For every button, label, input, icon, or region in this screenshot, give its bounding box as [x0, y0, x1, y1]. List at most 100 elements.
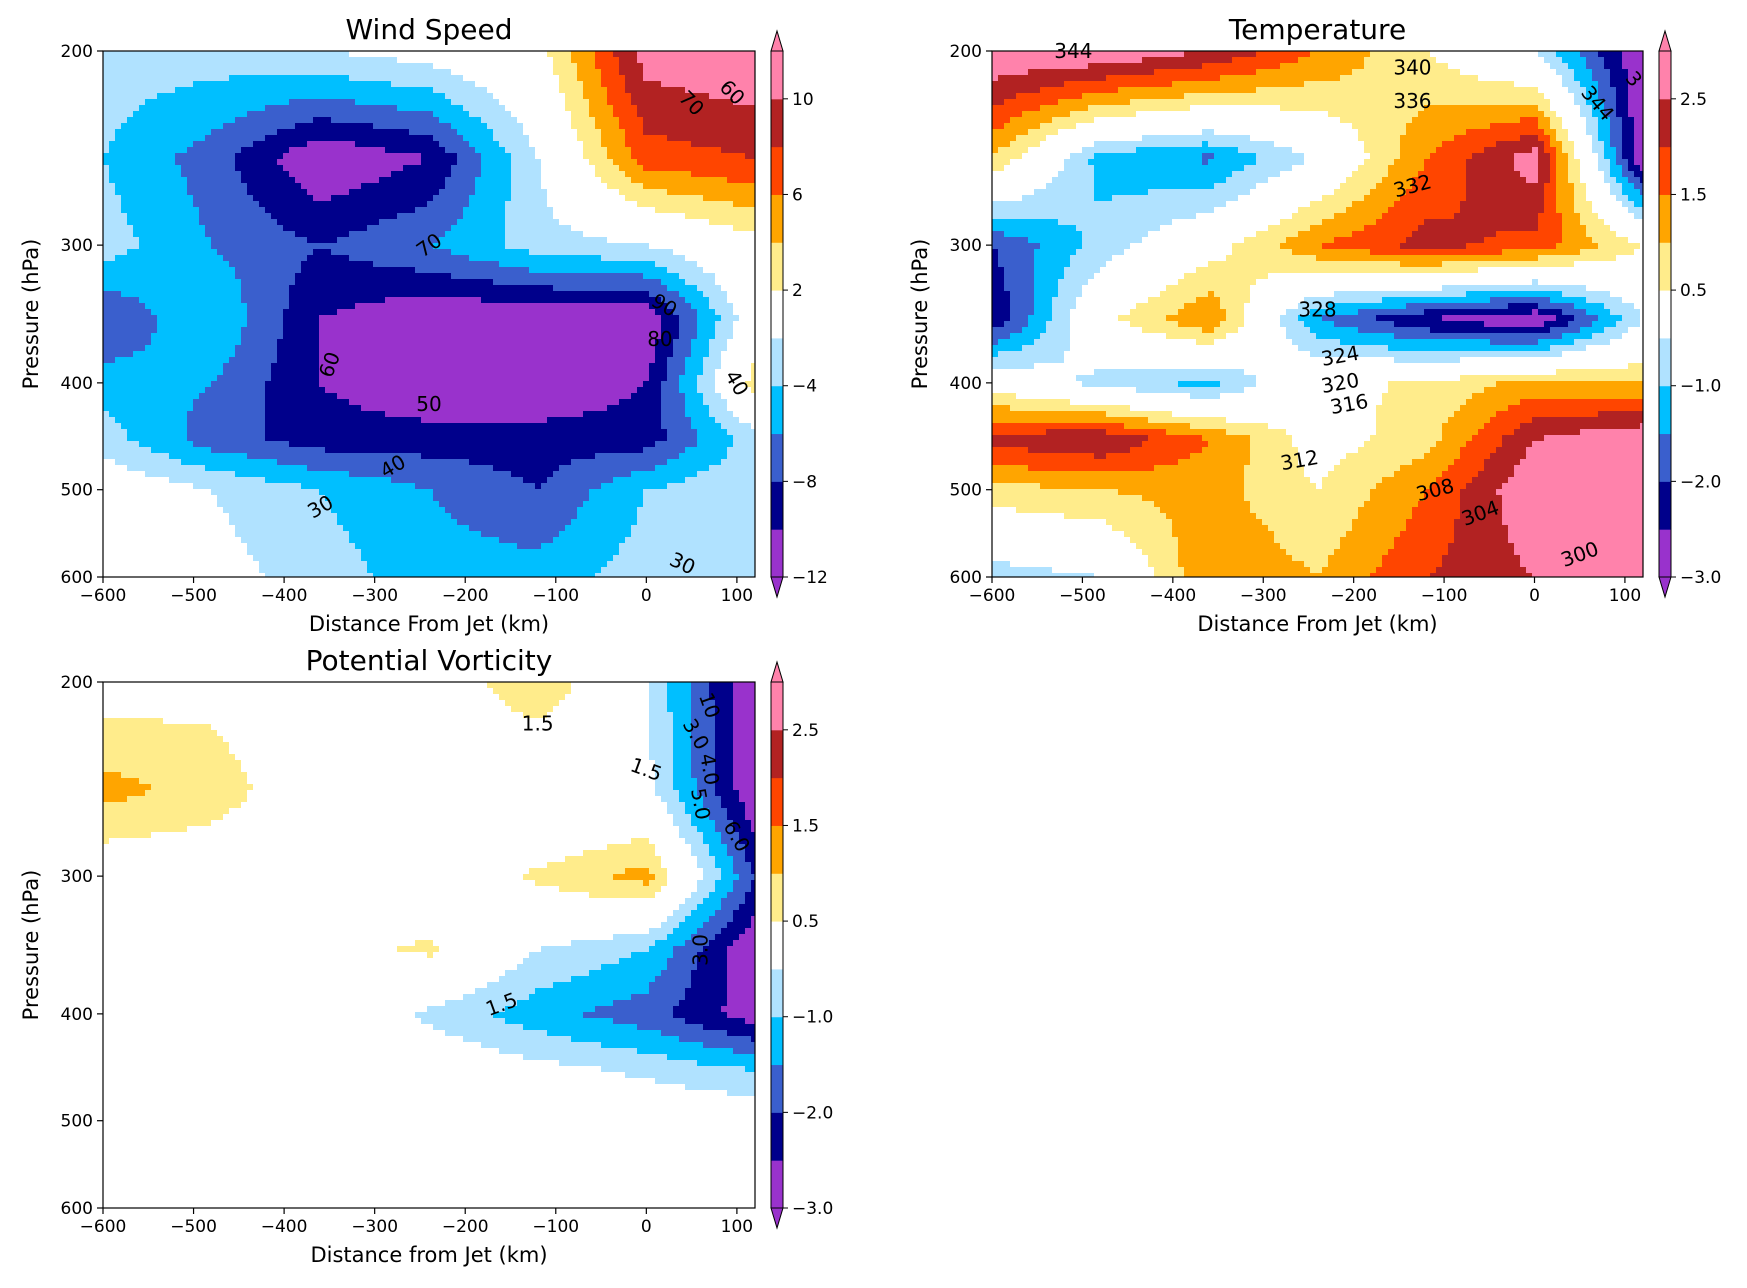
colorbar-segment [771, 825, 783, 874]
x-tick-label: −100 [1421, 586, 1468, 606]
colorbar-segment [771, 481, 783, 530]
colorbar-segment [771, 682, 783, 731]
colorbar-segment [771, 290, 783, 339]
colorbar: −12 −8 −4 2 6 10 [770, 29, 828, 599]
y-tick-label: 600 [61, 1199, 93, 1219]
plot-frame [102, 681, 756, 1209]
colorbar-tick-label: −4 [792, 377, 817, 397]
x-tick-label: 100 [721, 586, 753, 606]
x-tick-label: −400 [261, 1217, 308, 1237]
colorbar-segment [1659, 290, 1671, 339]
y-tick-label: 200 [61, 42, 93, 62]
colorbar-segment [1659, 194, 1671, 243]
x-tick-label: −600 [80, 586, 127, 606]
colorbar-segment [771, 194, 783, 243]
colorbar-extend-max [1658, 29, 1672, 52]
x-tick-label: −200 [1330, 586, 1377, 606]
colorbar-segment [1659, 385, 1671, 435]
x-tick-label: −500 [1059, 586, 1106, 606]
colorbar-tick-label: −2.0 [792, 1103, 833, 1123]
colorbar-segment [771, 529, 783, 578]
contour-label: 3.0 [689, 934, 713, 966]
x-tick-label: −500 [170, 1217, 217, 1237]
colorbar-tick-label: −3.0 [792, 1199, 833, 1219]
colorbar-segment [1659, 146, 1671, 195]
colorbar-extend-min [770, 576, 784, 599]
colorbar-tick-label: 2 [792, 281, 803, 301]
colorbar-tick-label: 10 [792, 90, 814, 110]
colorbar-segment [1659, 51, 1671, 100]
colorbar-tick-label: 2.5 [1680, 90, 1707, 110]
colorbar-segment [771, 98, 783, 148]
colorbar-tick-label: 1.5 [792, 816, 819, 836]
filled-contour-field [992, 51, 1643, 577]
colorbar-segment [771, 433, 783, 482]
colorbar-segment [1659, 529, 1671, 578]
colorbar-tick-label: −1.0 [1680, 377, 1721, 397]
colorbar-tick-label: −12 [792, 568, 828, 588]
colorbar-segment [771, 1064, 783, 1113]
colorbar-tick-label: −3.0 [1680, 568, 1721, 588]
colorbar-segment [771, 51, 783, 100]
x-tick-label: −400 [261, 586, 308, 606]
x-tick-label: 0 [1529, 586, 1540, 606]
chart-title: Temperature [1228, 13, 1406, 46]
y-tick-label: 300 [950, 236, 982, 256]
chart-title: Potential Vorticity [306, 644, 553, 677]
x-tick-label: −500 [170, 586, 217, 606]
colorbar-segment [1659, 98, 1671, 148]
y-tick-label: 500 [61, 481, 93, 501]
colorbar-tick-label: 1.5 [1680, 185, 1707, 205]
x-tick-label: −100 [532, 1217, 579, 1237]
x-tick-label: −600 [80, 1217, 127, 1237]
colorbar-extend-max [770, 660, 784, 683]
colorbar-tick-label: −1.0 [792, 1008, 833, 1028]
colorbar-tick-label: −2.0 [1680, 472, 1721, 492]
colorbar-extend-max [770, 29, 784, 52]
colorbar-segment [771, 921, 783, 970]
colorbar-segment [771, 873, 783, 922]
x-tick-label: 100 [721, 1217, 753, 1237]
y-tick-label: 300 [61, 236, 93, 256]
colorbar-segment [771, 1016, 783, 1066]
x-tick-label: −300 [351, 586, 398, 606]
x-tick-label: −300 [1240, 586, 1287, 606]
x-axis-label: Distance From Jet (km) [1197, 612, 1437, 636]
colorbar-tick-label: 2.5 [792, 721, 819, 741]
colorbar: −3.0 −2.0 −1.0 0.5 1.5 2.5 [1658, 29, 1721, 599]
colorbar-frame [770, 50, 784, 578]
colorbar-tick-label: 6 [792, 185, 803, 205]
filled-contour-field [103, 682, 755, 1208]
contour-label: 328 [1298, 297, 1336, 321]
colorbar-segment [771, 242, 783, 291]
colorbar-segment [1659, 481, 1671, 530]
y-tick-label: 400 [61, 374, 93, 394]
contour-label: 1.5 [522, 711, 554, 735]
colorbar-extend-min [770, 1207, 784, 1230]
colorbar-segment [771, 777, 783, 826]
chart-title: Wind Speed [345, 13, 512, 46]
y-tick-label: 200 [61, 673, 93, 693]
colorbar-segment [1659, 433, 1671, 482]
colorbar-tick-label: 0.5 [1680, 281, 1707, 301]
contour-label: 80 [647, 327, 672, 351]
contour-label: 5.0 [686, 786, 715, 821]
x-axis-label: Distance From Jet (km) [309, 612, 549, 636]
colorbar-segment [1659, 242, 1671, 291]
x-tick-label: 0 [641, 1217, 652, 1237]
x-tick-label: 100 [1609, 586, 1641, 606]
contour-label: 336 [1393, 89, 1431, 113]
contour-label: 50 [416, 392, 441, 416]
y-tick-label: 600 [950, 568, 982, 588]
x-tick-label: −100 [532, 586, 579, 606]
colorbar-tick-label: −8 [792, 472, 817, 492]
x-tick-label: −300 [351, 1217, 398, 1237]
x-tick-label: −200 [442, 1217, 489, 1237]
colorbar: −3.0 −2.0 −1.0 0.5 1.5 2.5 [770, 660, 833, 1230]
x-tick-label: −400 [1149, 586, 1196, 606]
filled-contour-field [103, 51, 755, 577]
contour-label: 4.0 [695, 752, 724, 787]
colorbar-segment [771, 968, 783, 1018]
colorbar-tick-label: 0.5 [792, 912, 819, 932]
